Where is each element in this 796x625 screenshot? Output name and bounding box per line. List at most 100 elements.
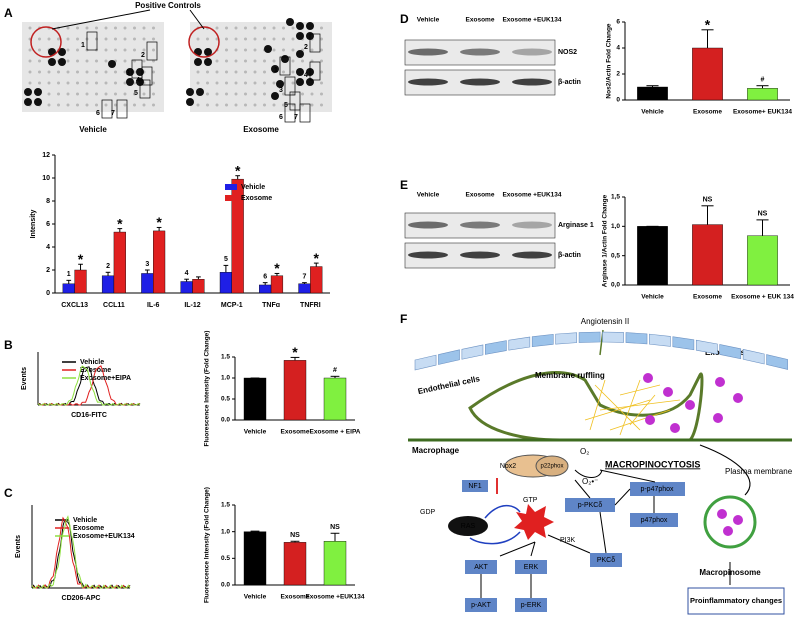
- array-spot: [114, 81, 117, 85]
- array-spot: [253, 37, 257, 41]
- array-spot: [47, 81, 51, 85]
- array-spot: [263, 26, 266, 30]
- array-spot: [142, 92, 146, 96]
- blot-band: [512, 221, 552, 229]
- array-spot: [152, 103, 155, 107]
- array-spot: [123, 37, 127, 41]
- array-spot: [28, 59, 32, 63]
- legend-label: Exosome: [73, 525, 104, 532]
- array-spot: [114, 92, 117, 96]
- array-spot: [264, 45, 272, 53]
- array-spot: [234, 103, 238, 107]
- array-spot: [47, 92, 51, 96]
- array-spot: [234, 37, 238, 41]
- label: ERK: [524, 564, 539, 571]
- blot-band: [460, 251, 500, 259]
- lane-label: Exosome +EUK134: [502, 192, 561, 199]
- x-tick-label: CXCL13: [61, 302, 88, 309]
- x-tick-label: TNFRI: [300, 302, 321, 309]
- array-spot: [28, 81, 32, 85]
- endothelial-cell: [461, 344, 484, 360]
- spot-box: [139, 79, 151, 99]
- label: p-ERK: [521, 602, 542, 609]
- x-tick-label: Vehicle: [641, 109, 664, 116]
- array-spot: [320, 26, 323, 30]
- y-axis-label: Nos2/Actin Fold Change: [606, 23, 613, 99]
- bar: [637, 226, 668, 286]
- label: AKT: [474, 564, 488, 571]
- y-tick-label: 2: [616, 71, 620, 78]
- x-tick-label: Exosome + EIPA: [310, 429, 361, 436]
- array-spot: [85, 92, 89, 96]
- lane-label: Exosome +EUK134: [502, 17, 561, 24]
- array-spot: [225, 103, 228, 107]
- array-spot: [123, 26, 127, 30]
- annotation: *: [314, 250, 320, 266]
- legend-swatch: [225, 184, 237, 190]
- node-box: [462, 480, 488, 492]
- spot-number: 1: [274, 67, 278, 74]
- x-tick-label: TNFɑ: [262, 302, 280, 309]
- array-spot: [28, 70, 32, 74]
- array-spot: [126, 78, 134, 86]
- array-spot: [253, 48, 257, 52]
- y-tick-label: 0: [616, 97, 620, 104]
- label: p-AKT: [471, 602, 492, 609]
- array-spot: [142, 48, 146, 52]
- array-spot: [286, 18, 294, 26]
- spot-number: 6: [96, 110, 100, 117]
- group-label: 3: [145, 261, 149, 268]
- array-spot: [244, 92, 247, 96]
- bar: [259, 284, 272, 294]
- spot-number: 3: [126, 70, 130, 77]
- array-spot: [263, 37, 266, 41]
- array-spot: [133, 37, 136, 41]
- band-label: NOS2: [558, 49, 577, 56]
- bar: [747, 88, 778, 101]
- array-spot: [28, 26, 32, 30]
- blot-band: [512, 78, 552, 86]
- x-tick-label: IL-6: [147, 302, 160, 309]
- array-spot: [263, 103, 266, 107]
- array-spot: [291, 26, 295, 30]
- bar: [101, 275, 115, 294]
- bar: [692, 224, 723, 286]
- spot-number: 4: [304, 72, 308, 79]
- array-spot: [114, 48, 117, 52]
- array-spot: [296, 78, 304, 86]
- array-spot: [206, 37, 209, 41]
- endothelial-cell: [742, 348, 765, 365]
- array-spot: [253, 81, 257, 85]
- endothelial-cell: [672, 336, 695, 351]
- spot-box: [86, 31, 98, 51]
- y-axis-label: Arginase 1/Actin Fold Change: [602, 194, 609, 287]
- array-spot: [225, 81, 228, 85]
- array-spot: [104, 37, 108, 41]
- array-spot: [48, 58, 56, 66]
- x-tick-label: Vehicle: [641, 294, 664, 301]
- array-spot: [76, 70, 79, 74]
- y-tick-label: 4: [616, 45, 620, 52]
- panel-label: D: [400, 12, 409, 26]
- array-spot: [34, 98, 42, 106]
- endothelial-cell: [766, 354, 788, 370]
- spot-box: [309, 61, 321, 81]
- pathway-arrows: [480, 469, 656, 598]
- bar: [298, 283, 311, 294]
- spot-number: 7: [111, 110, 115, 117]
- spot-number: 1: [81, 42, 85, 49]
- array-spot: [24, 98, 32, 106]
- array-spot: [291, 59, 295, 63]
- array-spot: [38, 81, 41, 85]
- array-spot: [114, 37, 117, 41]
- spot-box: [141, 66, 153, 86]
- endothelial-cell: [695, 339, 718, 355]
- array-spot: [272, 37, 276, 41]
- array-spot: [234, 59, 238, 63]
- annotation: *: [705, 17, 711, 33]
- lane-label: Exosome: [466, 17, 495, 24]
- array-spot: [206, 103, 209, 107]
- panel-label: E: [400, 178, 408, 192]
- array-spot: [133, 92, 136, 96]
- array-spot: [66, 92, 70, 96]
